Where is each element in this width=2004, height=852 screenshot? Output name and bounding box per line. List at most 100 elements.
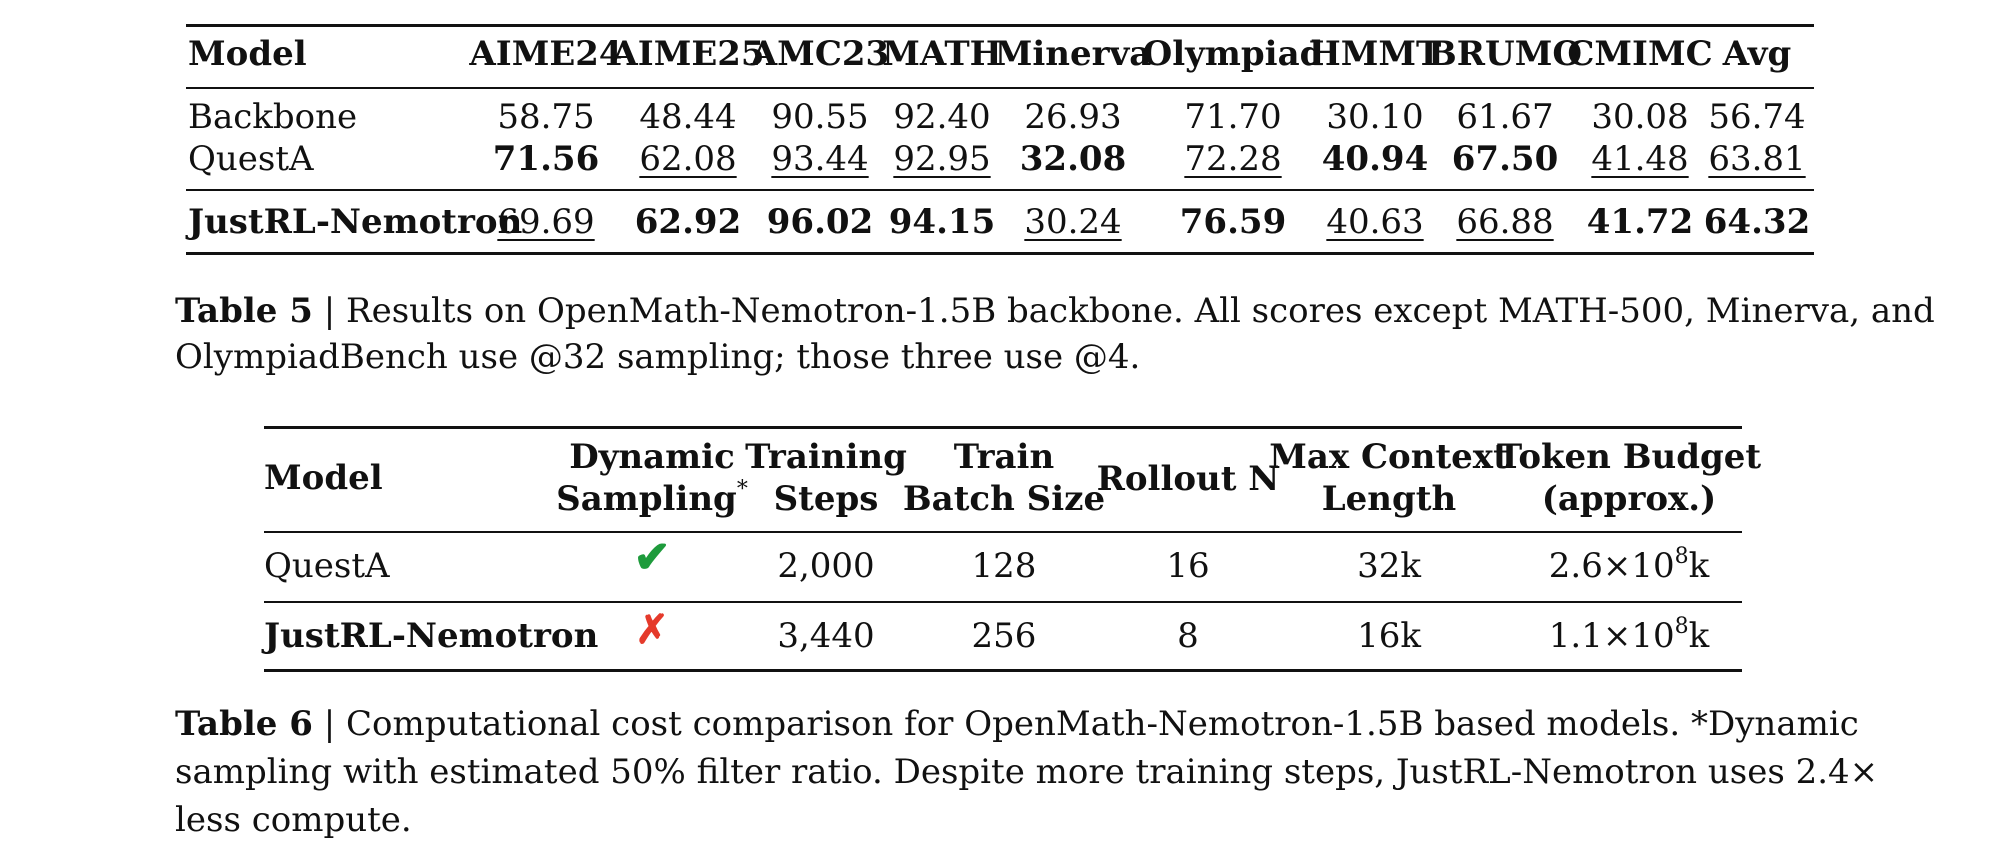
- table5-header-math: MATH: [882, 34, 1002, 74]
- table6-caption-cont1: sampling with estimated 50% filter ratio…: [175, 748, 1878, 796]
- table5-row1-model: Backbone: [188, 97, 358, 137]
- check-icon: ✔: [633, 532, 671, 583]
- table6-header-dynamic-line2-text: Sampling: [556, 479, 737, 519]
- table6-row-rule: [264, 601, 1742, 603]
- table6-header-steps-line2: Steps: [773, 479, 879, 519]
- table5-row1-amc23: 90.55: [771, 97, 869, 137]
- table5-row3-aime24: 69.69: [497, 202, 595, 242]
- table5-row3-model: JustRL-Nemotron: [188, 202, 523, 242]
- table6-header-context-line2: Length: [1321, 479, 1457, 519]
- table5-header-rule: [186, 87, 1814, 89]
- table5-row1-math: 92.40: [893, 97, 991, 137]
- table5-row2-brumo: 67.50: [1451, 139, 1559, 179]
- table5-header-aime24: AIME24: [469, 34, 623, 74]
- table5-row2-minerva: 32.08: [1019, 139, 1127, 179]
- table5-row3-hmmt: 40.63: [1326, 202, 1424, 242]
- table6-header-dynamic-line2: Sampling*: [556, 478, 748, 520]
- table5-header-model: Model: [188, 34, 307, 74]
- table6-row2-budget-base: 1.1×10: [1548, 616, 1675, 656]
- table5-row2-model: QuestA: [188, 139, 314, 179]
- table6-header-budget: Token Budget (approx.): [1497, 436, 1761, 520]
- table6-header-dynamic-line1: Dynamic: [569, 437, 735, 477]
- table5-bottom-rule: [186, 252, 1814, 255]
- table5-row1-cmimc: 30.08: [1591, 97, 1689, 137]
- table6-row2-budget-unit: k: [1688, 616, 1710, 656]
- table5-row2-cmimc: 41.48: [1591, 139, 1689, 179]
- table6-row1-budget-exp: 8: [1674, 544, 1689, 569]
- table6-caption-label: Table 6: [175, 704, 313, 744]
- table5-row3-brumo: 66.88: [1456, 202, 1554, 242]
- table6-row2-model: JustRL-Nemotron: [264, 616, 599, 656]
- table5-caption: Table 5 | Results on OpenMath-Nemotron-1…: [175, 287, 1935, 335]
- table6-header-steps: Training Steps: [745, 436, 907, 520]
- table6-caption-cont2: less compute.: [175, 796, 412, 844]
- table5-row2-avg: 63.81: [1708, 139, 1806, 179]
- table6-row2-context: 16k: [1357, 616, 1421, 656]
- table6-row2-rollout: 8: [1177, 616, 1199, 656]
- table5-header-brumo: BRUMO: [1428, 34, 1582, 74]
- table5-row3-aime25: 62.92: [634, 202, 742, 242]
- table5-top-rule: [186, 24, 1814, 27]
- table5-row3-cmimc: 41.72: [1586, 202, 1694, 242]
- table6-header-steps-line1: Training: [745, 437, 907, 477]
- table6-caption: Table 6 | Computational cost comparison …: [175, 700, 1859, 748]
- table5-row1-aime24: 58.75: [497, 97, 595, 137]
- table5-row3-amc23: 96.02: [766, 202, 874, 242]
- table6-row2-batch: 256: [971, 616, 1037, 656]
- table6-header-context-line1: Max Context: [1269, 437, 1509, 477]
- table5-row2-aime24: 71.56: [492, 139, 600, 179]
- table6-row1-batch: 128: [971, 546, 1037, 586]
- table5-header-amc23: AMC23: [750, 34, 890, 74]
- table6-header-context: Max Context Length: [1269, 436, 1509, 520]
- table5-row1-aime25: 48.44: [639, 97, 737, 137]
- table5-header-minerva: Minerva: [994, 34, 1152, 74]
- table5-header-olympiad: Olympiad: [1142, 34, 1324, 74]
- table6-row1-model: QuestA: [264, 546, 390, 586]
- table6-row1-budget-unit: k: [1688, 546, 1710, 586]
- table5-row1-olympiad: 71.70: [1184, 97, 1282, 137]
- table6-row2-budget-exp: 8: [1674, 614, 1689, 639]
- table6-caption-line1: | Computational cost comparison for Open…: [312, 704, 1859, 744]
- table5-row2-hmmt: 40.94: [1321, 139, 1429, 179]
- table5-row3-avg: 64.32: [1703, 202, 1811, 242]
- table5-caption-line1: | Results on OpenMath-Nemotron-1.5B back…: [312, 291, 1935, 331]
- table5-caption-label: Table 5: [175, 291, 313, 331]
- table5-row1-brumo: 61.67: [1456, 97, 1554, 137]
- table5-row1-hmmt: 30.10: [1326, 97, 1424, 137]
- table6-row1-budget-base: 2.6×10: [1548, 546, 1675, 586]
- table5-mid-rule: [186, 189, 1814, 191]
- table6-header-batch-line1: Train: [953, 437, 1055, 477]
- table5-row1-avg: 56.74: [1708, 97, 1806, 137]
- table6-row1-rollout: 16: [1166, 546, 1210, 586]
- table5-row2-amc23: 93.44: [771, 139, 869, 179]
- table6-row1-steps: 2,000: [777, 546, 875, 586]
- table6-row2-steps: 3,440: [777, 616, 875, 656]
- table6-header-budget-line1: Token Budget: [1496, 437, 1762, 477]
- table5-caption-cont: OlympiadBench use @32 sampling; those th…: [175, 333, 1140, 381]
- cross-icon: ✗: [635, 606, 669, 653]
- table5-row2-aime25: 62.08: [639, 139, 737, 179]
- table5-caption-line2: OlympiadBench use @32 sampling; those th…: [175, 337, 1141, 377]
- table5-header-avg: Avg: [1722, 34, 1792, 74]
- table5-row2-olympiad: 72.28: [1184, 139, 1282, 179]
- table6-header-batch: Train Batch Size: [903, 436, 1105, 520]
- table5-header-hmmt: HMMT: [1308, 34, 1442, 74]
- table6-header-model: Model: [264, 458, 383, 498]
- table6-header-rollout: Rollout N: [1096, 459, 1280, 499]
- table5-row2-math: 92.95: [893, 139, 991, 179]
- table6-row1-context: 32k: [1357, 546, 1421, 586]
- table5-row1-minerva: 26.93: [1024, 97, 1122, 137]
- table6-row1-budget: 2.6×108k: [1548, 544, 1710, 587]
- table5-row3-math: 94.15: [888, 202, 996, 242]
- table6-header-batch-line2: Batch Size: [902, 479, 1106, 519]
- table6-caption-line3: less compute.: [175, 800, 412, 840]
- table5-header-cmimc: CMIMC: [1567, 34, 1713, 74]
- table6-header-rule: [264, 531, 1742, 533]
- table6-caption-line2: sampling with estimated 50% filter ratio…: [175, 752, 1879, 792]
- table6-bottom-rule: [264, 669, 1742, 672]
- table6-header-dynamic: Dynamic Sampling*: [556, 436, 748, 520]
- table5-row3-olympiad: 76.59: [1179, 202, 1287, 242]
- table5-header-aime25: AIME25: [611, 34, 765, 74]
- table6-top-rule: [264, 426, 1742, 429]
- table6-header-budget-line2: (approx.): [1541, 479, 1717, 519]
